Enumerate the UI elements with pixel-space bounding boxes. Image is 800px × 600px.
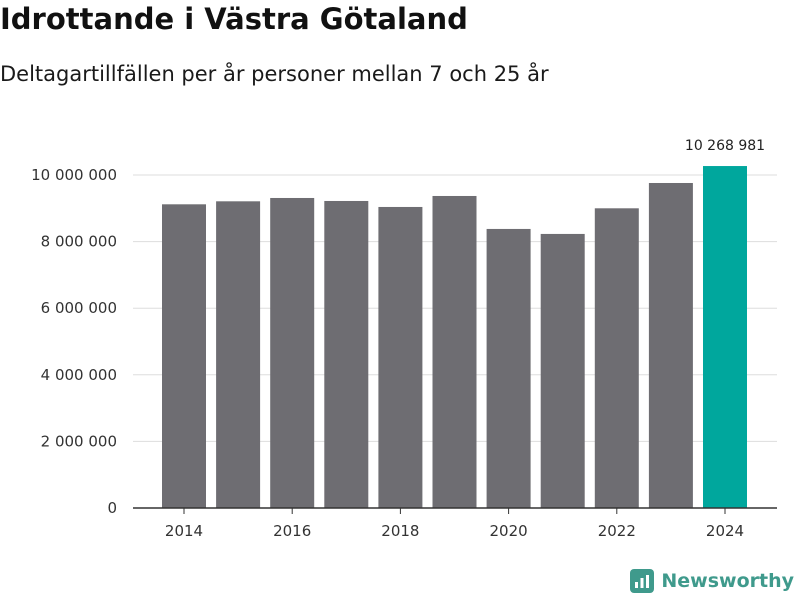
bar-2016 — [270, 197, 315, 509]
chart-subtitle: Deltagartillfällen per år personer mella… — [0, 62, 549, 86]
y-tick-label: 6 000 000 — [41, 299, 117, 317]
bar-2015 — [216, 201, 261, 508]
x-tick-label: 2020 — [490, 522, 528, 540]
brand-logo: Newsworthy — [630, 569, 794, 593]
brand-name: Newsworthy — [661, 570, 794, 592]
chart-title: Idrottande i Västra Götaland — [0, 2, 468, 36]
x-tick-label: 2016 — [273, 522, 311, 540]
data-label: 10 268 981 — [685, 138, 765, 154]
x-tick-label: 2024 — [706, 522, 744, 540]
x-tick-label: 2014 — [165, 522, 203, 540]
bars — [162, 166, 747, 509]
bar-2022 — [594, 208, 639, 509]
bar-2020 — [486, 228, 531, 509]
y-tick-label: 8 000 000 — [41, 233, 117, 251]
axes — [133, 507, 777, 514]
bar-2021 — [540, 233, 585, 509]
x-tick-label: 2022 — [598, 522, 636, 540]
bar-2019 — [432, 195, 477, 508]
labels: 0 2 000 000 4 000 000 6 000 000 8 000 000 10 … — [31, 138, 765, 540]
newsworthy-icon — [630, 569, 655, 593]
bar-2014 — [162, 204, 206, 508]
y-tick-label: 10 000 000 — [31, 166, 117, 184]
bar-2023 — [648, 182, 693, 508]
bar-2018 — [378, 206, 423, 508]
y-tick-label: 4 000 000 — [41, 366, 117, 384]
bar-2024 — [703, 166, 747, 508]
x-tick-label: 2018 — [381, 522, 419, 540]
bar-2017 — [324, 200, 369, 508]
y-tick-label: 0 — [107, 499, 117, 517]
y-tick-label: 2 000 000 — [41, 432, 117, 450]
